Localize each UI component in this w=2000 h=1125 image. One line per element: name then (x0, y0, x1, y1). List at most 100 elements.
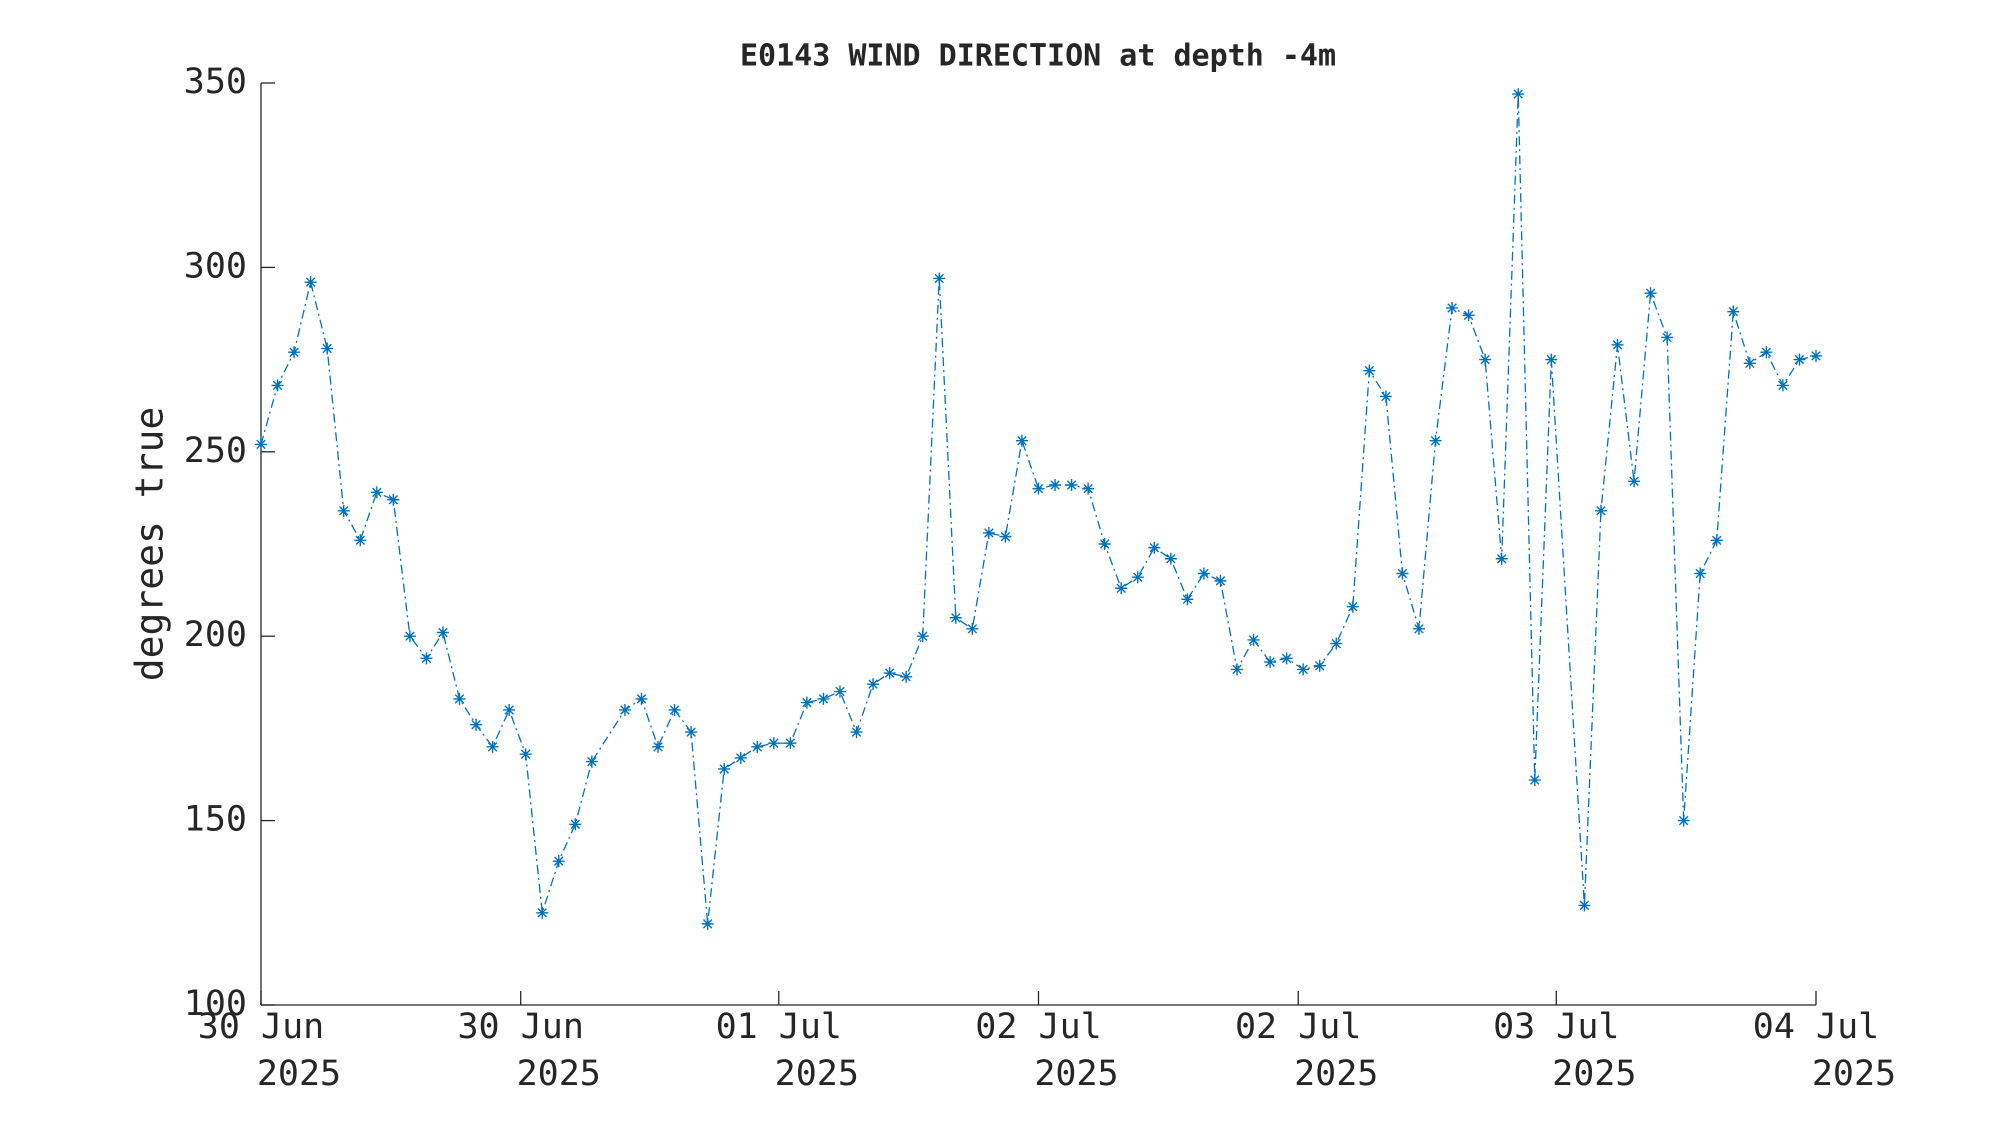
data-point (1131, 571, 1144, 584)
data-point (304, 276, 317, 289)
data-point (1197, 567, 1210, 580)
data-point (800, 696, 813, 709)
x-tick-label: 03 Jul 2025 (1493, 1007, 1636, 1094)
data-point (1297, 663, 1310, 676)
data-point (470, 718, 483, 731)
data-point (1264, 656, 1277, 669)
data-point (652, 740, 665, 753)
x-tick-label: 01 Jul 2025 (716, 1007, 859, 1094)
data-point (949, 611, 962, 624)
data-point (1346, 600, 1359, 613)
data-point (436, 626, 449, 639)
data-point (1710, 534, 1723, 547)
data-point (1164, 552, 1177, 565)
data-point (552, 855, 565, 868)
data-point (569, 818, 582, 831)
data-point (1412, 622, 1425, 635)
data-point (1049, 478, 1062, 491)
data-point (1098, 538, 1111, 550)
data-point (403, 630, 416, 643)
data-point (1231, 663, 1244, 676)
data-point (354, 534, 367, 547)
data-point (1661, 331, 1674, 344)
data-point (1776, 379, 1789, 392)
data-point (1462, 309, 1475, 322)
data-point (1115, 582, 1128, 595)
data-point (1628, 475, 1641, 488)
y-tick-label: 300 (184, 246, 247, 286)
data-point (1760, 346, 1773, 359)
data-point (288, 346, 301, 359)
data-point (585, 755, 598, 768)
data-point (337, 504, 350, 517)
data-point (1512, 88, 1525, 101)
data-point (784, 737, 797, 750)
data-point (1065, 478, 1078, 491)
data-point (453, 692, 466, 705)
y-tick-label: 200 (184, 615, 247, 655)
data-point (536, 906, 549, 919)
data-point (486, 740, 499, 753)
data-point (999, 530, 1012, 543)
data-point (1528, 774, 1541, 787)
data-point (1363, 364, 1376, 377)
data-point (1743, 357, 1756, 370)
data-point (1330, 637, 1343, 650)
data-point (519, 748, 532, 761)
data-point (751, 740, 764, 753)
data-point (718, 762, 731, 775)
data-point (1313, 659, 1326, 672)
x-tick-label: 04 Jul 2025 (1753, 1007, 1896, 1094)
data-point (618, 703, 631, 716)
data-point (833, 685, 846, 698)
data-point (1446, 301, 1459, 314)
data-point (916, 630, 929, 643)
y-tick-label: 150 (184, 800, 247, 840)
data-point (370, 486, 383, 499)
data-point (850, 726, 863, 739)
data-point (1280, 652, 1293, 665)
data-point (255, 438, 267, 451)
data-point (900, 670, 913, 683)
data-point (1644, 287, 1657, 300)
data-point (1396, 567, 1409, 580)
data-point (867, 678, 880, 691)
data-line (260, 94, 1817, 924)
data-point (1247, 633, 1260, 646)
data-point (734, 751, 747, 764)
data-point (503, 703, 516, 716)
data-point (1181, 593, 1194, 606)
data-point (271, 379, 284, 392)
y-tick-label: 250 (184, 431, 247, 471)
data-point (966, 622, 979, 635)
x-tick-label: 02 Jul 2025 (975, 1007, 1118, 1094)
chart-title: E0143 WIND DIRECTION at depth -4m (740, 39, 1336, 74)
data-point (883, 667, 896, 680)
y-tick-label: 100 (184, 984, 247, 1024)
data-point (1148, 541, 1161, 554)
data-point (1594, 504, 1607, 517)
data-point (1032, 482, 1045, 495)
data-point (1082, 482, 1095, 495)
data-point (321, 342, 334, 355)
data-point (420, 652, 433, 665)
data-point (1479, 353, 1492, 366)
data-point (1727, 305, 1740, 318)
x-tick-label: 02 Jul 2025 (1235, 1007, 1378, 1094)
data-point (1495, 552, 1508, 565)
data-point (933, 272, 946, 285)
data-point (1429, 434, 1442, 447)
x-tick-label: 30 Jun 2025 (457, 1007, 600, 1094)
data-point (1015, 434, 1028, 447)
data-point (1793, 353, 1806, 366)
data-point (1545, 353, 1558, 366)
data-point (767, 737, 780, 750)
data-point (668, 703, 681, 716)
data-point (1677, 814, 1690, 827)
data-point (982, 526, 995, 539)
data-point (387, 493, 400, 506)
data-point (1810, 349, 1822, 362)
data-point (817, 692, 830, 705)
y-tick-label: 350 (184, 62, 247, 102)
